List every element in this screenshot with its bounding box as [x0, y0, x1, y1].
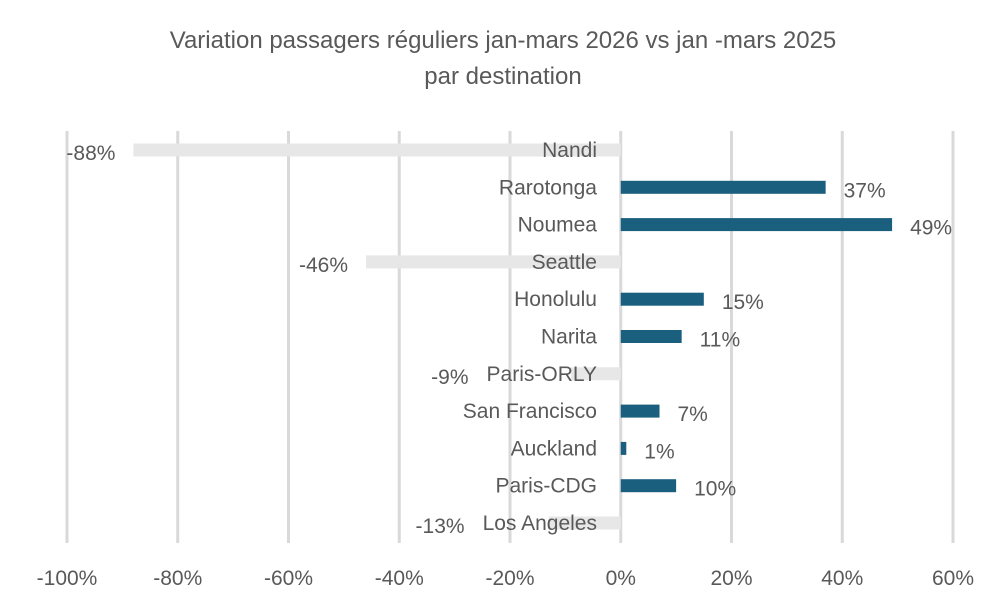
category-label: Nandi [542, 139, 597, 162]
category-label: Noumea [518, 214, 598, 237]
bar [620, 404, 660, 418]
bar [366, 255, 621, 269]
x-tick-label: -60% [264, 567, 313, 590]
category-label: Auckland [511, 437, 597, 460]
bar [570, 367, 621, 381]
data-label: 1% [644, 440, 674, 463]
bar [620, 441, 627, 455]
bar [133, 143, 621, 157]
x-tick-label: -100% [37, 567, 98, 590]
data-label: -46% [299, 254, 348, 277]
category-label: Seattle [532, 251, 597, 274]
bar [548, 516, 621, 530]
category-label: San Francisco [463, 400, 597, 423]
data-label: -9% [431, 366, 468, 389]
x-tick-label: 20% [710, 567, 752, 590]
chart-title: Variation passagers réguliers jan-mars 2… [170, 27, 837, 54]
data-label: -88% [66, 142, 115, 165]
category-label: Rarotonga [499, 176, 597, 199]
data-label: 10% [694, 478, 736, 501]
data-label: 15% [722, 291, 764, 314]
bar [620, 479, 677, 493]
data-label: 49% [910, 217, 952, 240]
bar [620, 330, 682, 343]
category-label: Paris-ORLY [487, 363, 597, 386]
category-label: Narita [541, 326, 597, 349]
category-label: Paris-CDG [495, 475, 597, 498]
data-label: -13% [416, 515, 465, 538]
x-tick-label: 40% [821, 567, 863, 590]
x-tick-label: -80% [153, 567, 202, 590]
x-tick-label: 60% [932, 567, 974, 590]
bar [620, 218, 893, 232]
x-tick-label: 0% [606, 567, 636, 590]
x-tick-label: -40% [375, 567, 424, 590]
data-label: 11% [700, 329, 740, 352]
category-label: Los Angeles [483, 512, 597, 535]
bar [620, 180, 826, 194]
data-label: 7% [678, 403, 708, 426]
chart-subtitle: par destination [424, 63, 581, 90]
category-label: Honolulu [514, 288, 597, 311]
bar [620, 292, 704, 306]
x-tick-label: -20% [485, 567, 534, 590]
data-label: 37% [844, 179, 886, 202]
